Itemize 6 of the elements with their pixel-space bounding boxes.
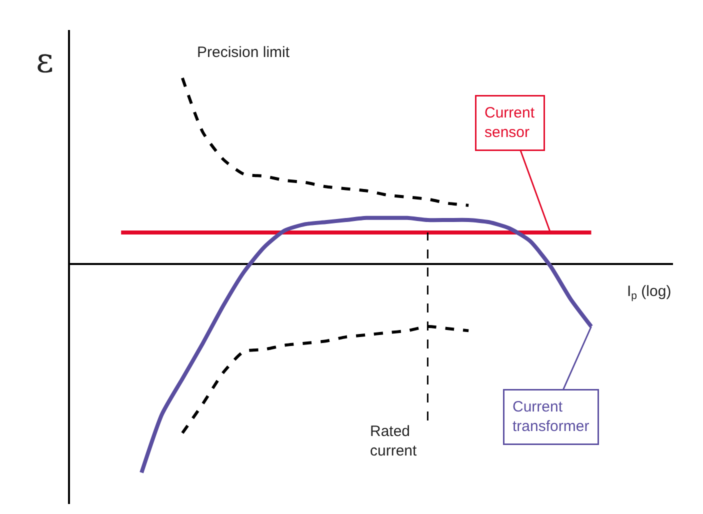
annotation: Rated current: [370, 423, 418, 460]
text: Current transformer: [512, 398, 590, 435]
y-axis-title: ε: [36, 41, 54, 81]
series-label: Precision limit: [197, 44, 290, 61]
text: Current sensor: [484, 104, 536, 141]
x-axis-title: I$_{p}$ (log): [627, 283, 672, 302]
